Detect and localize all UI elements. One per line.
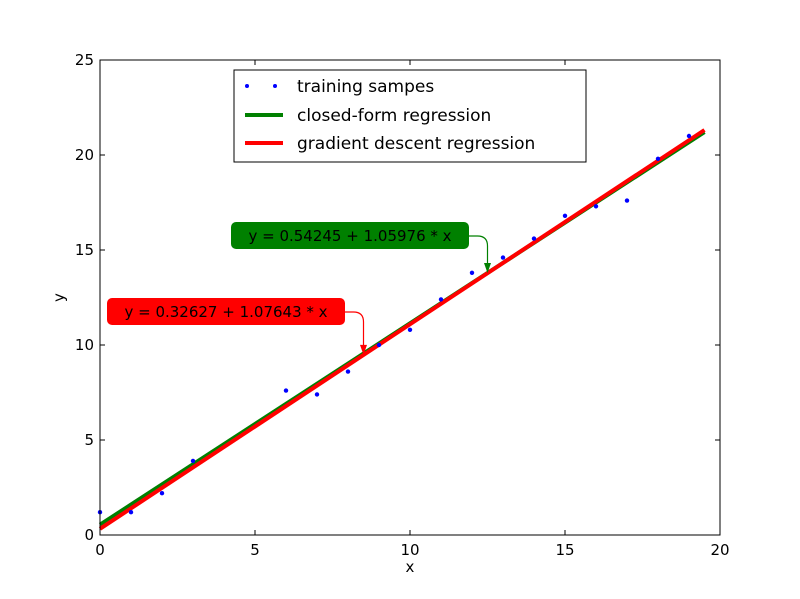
gradient-descent-annotation-arrowhead [360,344,367,355]
y-axis-ticks: 0 5 10 15 20 25 [75,51,720,544]
x-tick-label: 15 [555,541,574,559]
training-point [345,369,351,374]
legend-label-gradient-descent: gradient descent regression [297,134,535,154]
annotations: y = 0.54245 + 1.05976 * x y = 0.32627 + … [107,222,491,355]
closed-form-annotation-arrowhead [484,262,491,273]
gradient-descent-regression-line [98,128,706,531]
gradient-descent-annotation-text: y = 0.32627 + 1.07643 * x [124,303,327,321]
training-point [686,133,692,139]
training-point [593,204,599,209]
training-points [97,133,692,515]
training-point [562,213,568,218]
closed-form-annotation-text: y = 0.54245 + 1.05976 * x [248,227,451,245]
training-point [531,236,537,241]
y-tick-label: 25 [75,51,94,69]
training-point [655,156,661,161]
training-point [500,255,506,260]
y-tick-label: 20 [75,146,94,164]
training-point [159,491,165,496]
closed-form-annotation-box [231,222,469,249]
x-tick-label: 20 [710,541,729,559]
x-axis-ticks: 0 5 10 15 20 [95,60,730,559]
training-point [438,297,444,302]
training-point [128,510,134,515]
regression-lines [98,128,706,531]
x-axis-label: x [406,558,415,576]
training-point [190,458,196,464]
legend: training sampes closed-form regression g… [233,69,587,163]
legend-marker-training-points-1 [245,84,249,88]
training-point [376,342,382,348]
training-point [314,392,320,397]
gradient-descent-annotation-arrow [345,311,365,353]
training-point [283,388,289,393]
x-tick-label: 5 [250,541,260,559]
legend-marker-training-points-2 [273,84,277,88]
closed-form-annotation-arrow [469,235,489,271]
legend-label-training-points: training sampes [297,77,434,97]
legend-label-closed-form: closed-form regression [297,106,491,126]
x-tick-label: 0 [95,541,105,559]
y-tick-label: 10 [75,336,94,354]
gradient-descent-annotation-box [107,298,345,325]
y-axis-label: y [50,293,68,302]
gradient-descent-annotation: y = 0.32627 + 1.07643 * x [107,298,367,355]
training-point [469,270,475,275]
y-tick-label: 15 [75,241,94,259]
y-tick-label: 5 [84,431,94,449]
legend-box [233,69,587,163]
x-tick-label: 10 [400,541,419,559]
y-tick-label: 0 [84,526,94,544]
training-point [624,198,630,203]
closed-form-annotation: y = 0.54245 + 1.05976 * x [231,222,491,273]
training-point [407,327,413,332]
